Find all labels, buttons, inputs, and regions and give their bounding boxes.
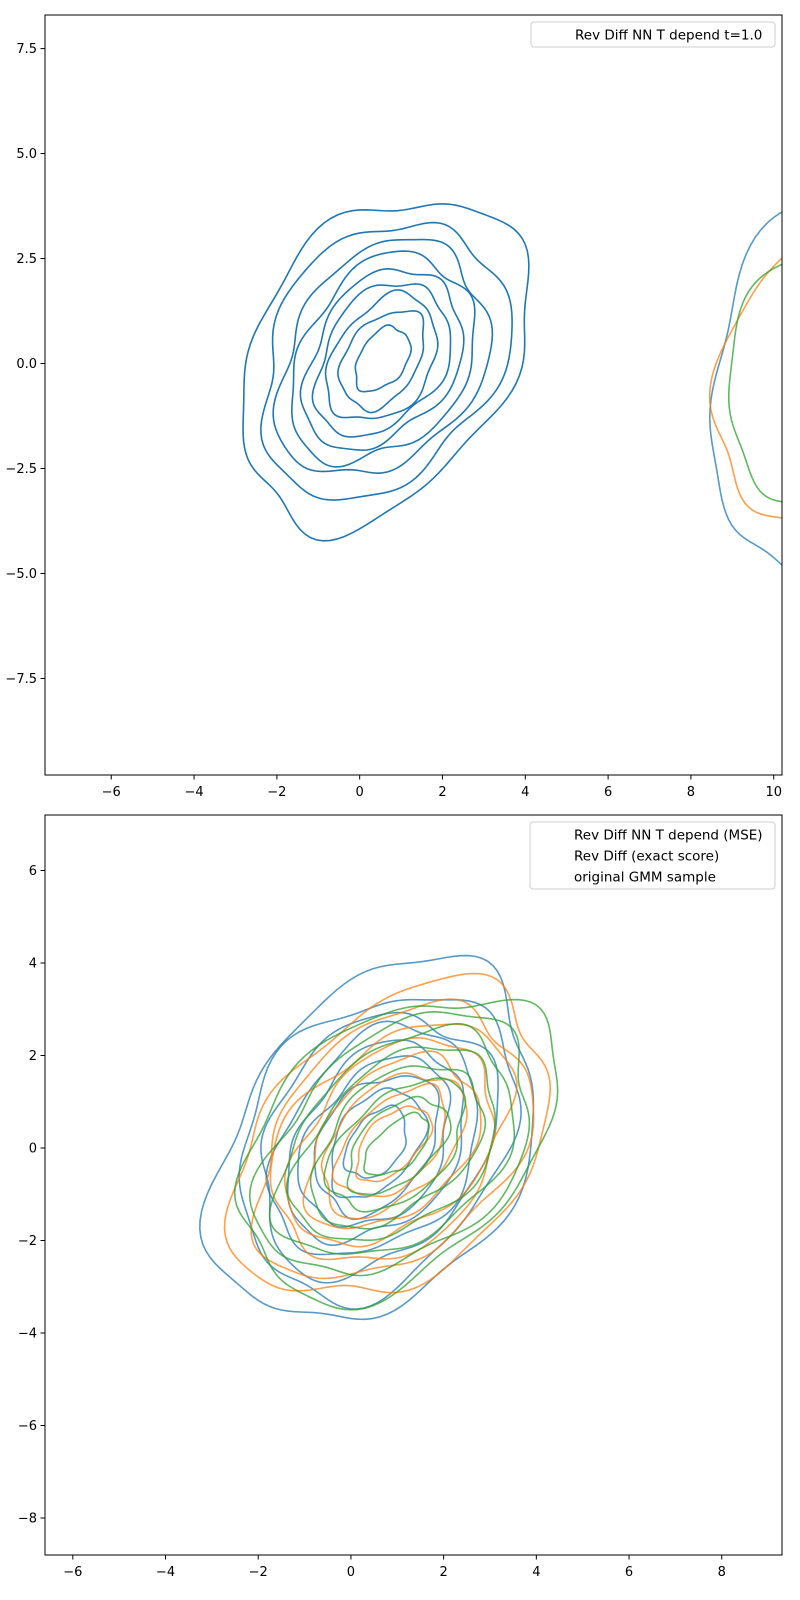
bottom-x-tick-label: 2 [439, 1565, 447, 1580]
bottom-y-tick-label: −6 [18, 1419, 37, 1434]
bottom-contour-series-1-level-1 [250, 998, 535, 1280]
top-y-tick-label: −7.5 [5, 672, 37, 687]
bottom-contour-series-1-level-3 [283, 1037, 496, 1248]
top-contour-series-0-level-0 [242, 203, 530, 542]
top-x-tick-label: 6 [604, 785, 612, 800]
bottom-y-tick-label: 4 [29, 957, 37, 972]
bottom-contour-series-2-level-1 [248, 1011, 531, 1277]
bottom-contour-series-2-level-2 [268, 1022, 516, 1255]
bottom-contour-series-2-level-0 [233, 998, 559, 1311]
top-y-tick-label: −5.0 [5, 567, 37, 582]
top-y-tick-label: 5.0 [16, 147, 37, 162]
bottom-contour-series-2-level-5 [323, 1077, 467, 1213]
bottom-x-tick-label: 6 [625, 1565, 633, 1580]
bottom-plot-frame [44, 814, 783, 1556]
top-x-tick-label: 10 [765, 785, 782, 800]
top-x-tick-label: −4 [184, 785, 203, 800]
top-x-tick-label: 8 [687, 785, 695, 800]
bottom-plot: −6 −4 −2 0 2 4 6 8 −8 −6 −4 −2 0 2 4 6 Rev Diff NN T d… [18, 814, 783, 1580]
bottom-legend-entry-0: Rev Diff NN T depend (MSE) [574, 828, 763, 844]
bottom-contour-series-2-level-4 [309, 1065, 487, 1230]
bottom-contour-series-1-level-0 [223, 972, 552, 1294]
bottom-plot-contours [199, 954, 559, 1321]
top-x-tick-label: −2 [267, 785, 286, 800]
bottom-contour-series-2-level-6 [346, 1095, 452, 1196]
top-contour-series-0-level-4 [299, 268, 465, 451]
top-y-tick-label: 0.0 [16, 357, 37, 372]
bottom-contour-series-1-level-6 [331, 1082, 446, 1198]
bottom-plot-legend: Rev Diff NN T depend (MSE) Rev Diff (exa… [529, 821, 776, 890]
bottom-contour-series-1-level-7 [355, 1105, 434, 1183]
top-legend-entry-0: Rev Diff NN T depend t=1.0 [575, 28, 762, 44]
bottom-contour-series-1-level-2 [269, 1023, 518, 1261]
top-contour-series-0-level-1 [260, 221, 513, 501]
bottom-x-tick-label: 4 [532, 1565, 540, 1580]
top-x-tick-label: 4 [521, 785, 529, 800]
top-plot-legend: Rev Diff NN T depend t=1.0 [530, 21, 776, 48]
top-contour-series-0-level-5 [311, 283, 452, 438]
bottom-legend-entry-2: original GMM sample [574, 870, 716, 886]
bottom-contour-series-0-level-5 [297, 1055, 452, 1228]
bottom-plot-y-ticks: −8 −6 −4 −2 0 2 4 6 [18, 864, 45, 1527]
bottom-contour-series-2-level-3 [285, 1046, 497, 1242]
bottom-contour-series-2-level-7 [363, 1111, 430, 1176]
top-contour-series-2-level-0 [708, 256, 782, 519]
bottom-contour-series-0-level-3 [265, 1020, 479, 1256]
bottom-x-tick-label: −4 [156, 1565, 175, 1580]
top-y-tick-label: 2.5 [16, 252, 37, 267]
top-contour-series-0-level-3 [291, 250, 476, 468]
bottom-x-tick-label: 0 [347, 1565, 355, 1580]
top-contour-series-0-level-8 [354, 324, 412, 393]
bottom-contour-series-0-level-1 [238, 998, 522, 1310]
bottom-contour-series-1-level-5 [320, 1072, 468, 1220]
top-y-tick-label: 7.5 [16, 42, 37, 57]
bottom-legend-entry-1: Rev Diff (exact score) [574, 849, 719, 865]
top-plot: −6 −4 −2 0 2 4 6 8 10 −7.5 −5.0 −2.5 0.0 2.5 5.0 7.5 R… [5, 14, 783, 800]
top-legend-box [530, 21, 776, 48]
top-y-tick-label: −2.5 [5, 462, 37, 477]
top-contour-series-0-level-6 [324, 289, 439, 420]
top-contour-series-0-level-2 [272, 238, 494, 474]
top-contour-series-3-level-0 [727, 263, 782, 503]
top-x-tick-label: 2 [438, 785, 446, 800]
bottom-x-tick-label: −2 [249, 1565, 268, 1580]
bottom-y-tick-label: −4 [18, 1327, 37, 1342]
bottom-contour-series-0-level-8 [342, 1104, 407, 1179]
top-plot-frame [44, 14, 783, 776]
bottom-contour-series-0-level-4 [286, 1039, 465, 1247]
bottom-x-tick-label: 8 [718, 1565, 726, 1580]
bottom-y-tick-label: −2 [18, 1234, 37, 1249]
top-plot-x-ticks: −6 −4 −2 0 2 4 6 8 10 [102, 775, 782, 800]
bottom-y-tick-label: 2 [29, 1049, 37, 1064]
bottom-contour-series-0-level-7 [331, 1087, 430, 1199]
top-plot-contours [242, 203, 782, 567]
bottom-y-tick-label: 6 [29, 864, 37, 879]
bottom-plot-x-ticks: −6 −4 −2 0 2 4 6 8 [63, 1555, 726, 1580]
top-plot-y-ticks: −7.5 −5.0 −2.5 0.0 2.5 5.0 7.5 [5, 42, 45, 687]
bottom-y-tick-label: 0 [29, 1142, 37, 1157]
bottom-x-tick-label: −6 [63, 1565, 82, 1580]
bottom-y-tick-label: −8 [18, 1512, 37, 1527]
top-contour-series-0-level-7 [337, 310, 425, 414]
top-x-tick-label: 0 [356, 785, 364, 800]
bottom-legend-box [529, 821, 776, 890]
top-x-tick-label: −6 [102, 785, 121, 800]
top-contour-series-1-level-0 [708, 211, 782, 567]
